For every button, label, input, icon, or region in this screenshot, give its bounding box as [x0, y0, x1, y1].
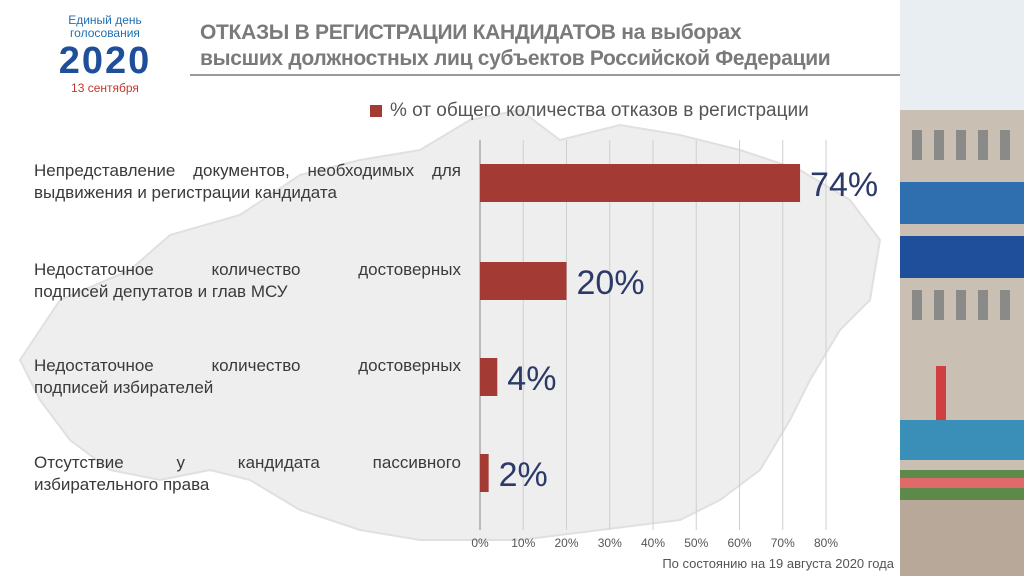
legend-swatch — [370, 105, 382, 117]
logo-year: 2020 — [58, 40, 152, 82]
bar-2 — [480, 262, 567, 300]
bar-chart: 0% 10% 20% 30% 40% 50% 60% 70% 80% 74% 20% 4% 2% — [471, 140, 878, 550]
x-tick-label: 0% — [471, 536, 489, 550]
legend-label: % от общего количества отказов в регистр… — [390, 100, 809, 121]
title-line2: высших должностных лиц субъектов Российс… — [200, 47, 831, 70]
category-label-2: Недостаточное количество достоверных под… — [34, 260, 461, 301]
election-day-logo: Единый день голосования 2020 13 сентября — [40, 13, 170, 96]
value-label-1: 74% — [810, 166, 878, 204]
logo-line1: Единый день — [68, 13, 142, 27]
value-label-4: 2% — [499, 456, 548, 494]
x-tick-label: 10% — [511, 536, 535, 550]
logo-date: 13 сентября — [71, 81, 139, 95]
building-photo — [900, 0, 1024, 576]
category-label-4: Отсутствие у кандидата пассивного избира… — [34, 453, 461, 494]
value-label-2: 20% — [577, 264, 645, 302]
x-tick-label: 60% — [727, 536, 751, 550]
category-label-3: Недостаточное количество достоверных под… — [34, 356, 461, 397]
x-tick-label: 30% — [598, 536, 622, 550]
title-line1: ОТКАЗЫ В РЕГИСТРАЦИИ КАНДИДАТОВ на выбор… — [200, 21, 742, 44]
x-tick-label: 40% — [641, 536, 665, 550]
bar-1 — [480, 164, 801, 202]
category-label-1: Непредставление документов, необходимых … — [34, 161, 461, 202]
x-tick-label: 80% — [814, 536, 838, 550]
bar-4 — [480, 454, 489, 492]
x-tick-label: 20% — [554, 536, 578, 550]
logo-line2: голосования — [70, 26, 140, 40]
title-divider — [190, 74, 900, 76]
russia-map-background — [18, 108, 882, 541]
x-tick-label: 70% — [771, 536, 795, 550]
slide-title: ОТКАЗЫ В РЕГИСТРАЦИИ КАНДИДАТОВ на выбор… — [200, 20, 900, 72]
footnote: По состоянию на 19 августа 2020 года — [662, 556, 894, 571]
x-tick-label: 50% — [684, 536, 708, 550]
bar-3 — [480, 358, 498, 396]
value-label-3: 4% — [507, 360, 556, 398]
chart-legend: % от общего количества отказов в регистр… — [370, 100, 809, 122]
